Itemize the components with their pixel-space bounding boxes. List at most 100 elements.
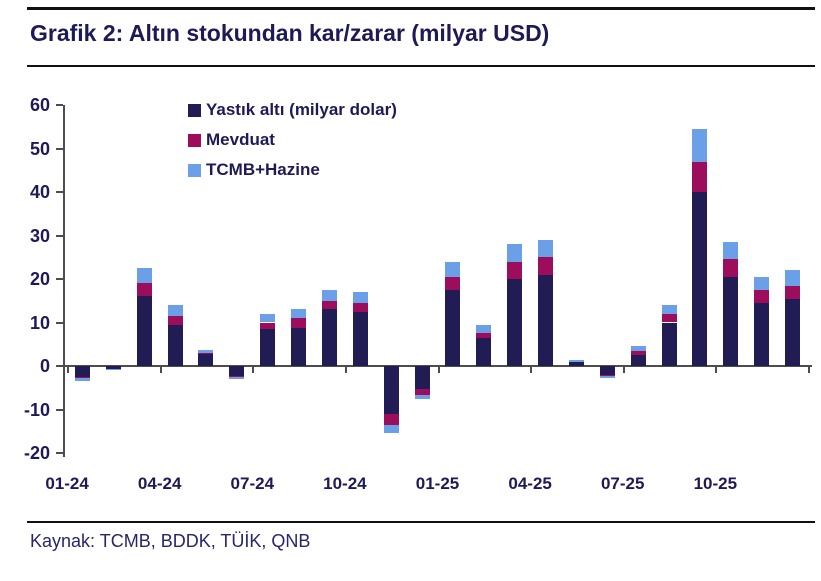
bar-segment-tcmb-hazine	[75, 378, 90, 382]
y-axis-tick	[56, 191, 63, 193]
bar-segment-mevduat	[291, 318, 307, 329]
bar-segment-yastik-alti	[754, 302, 770, 366]
bar-segment-tcmb-hazine	[599, 375, 615, 379]
bar-segment-mevduat	[476, 333, 492, 338]
bar-segment-mevduat	[383, 413, 399, 425]
y-axis-line	[63, 105, 65, 457]
x-axis-tick	[715, 367, 718, 373]
y-axis-tick	[56, 408, 63, 411]
y-axis-label: 50	[29, 138, 50, 159]
bar-segment-yastik-alti	[476, 337, 492, 366]
bar-segment-mevduat	[229, 376, 245, 377]
y-axis-label: 30	[29, 225, 50, 246]
legend-label: Mevduat	[206, 130, 275, 149]
bar-segment-tcmb-hazine	[754, 276, 770, 290]
x-axis-label: 04-24	[137, 474, 182, 493]
y-axis-label: -20	[23, 443, 50, 463]
top-rule	[27, 7, 815, 10]
bar-segment-tcmb-hazine	[661, 305, 677, 314]
bar-segment-mevduat	[599, 374, 615, 376]
bar-segment-mevduat	[630, 350, 646, 356]
x-axis-label: 04-25	[508, 474, 552, 493]
x-axis-tick	[67, 367, 70, 373]
bar-segment-mevduat	[352, 302, 368, 312]
bar-segment-tcmb-hazine	[167, 305, 183, 316]
bar-segment-tcmb-hazine	[414, 394, 430, 399]
bar-segment-yastik-alti	[507, 279, 523, 366]
x-axis-label: 01-25	[415, 474, 460, 493]
bar-segment-tcmb-hazine	[105, 369, 121, 371]
x-axis-tick	[807, 367, 810, 373]
x-axis-tick	[252, 367, 255, 373]
bar-segment-tcmb-hazine	[630, 346, 646, 351]
bar-segment-mevduat	[414, 389, 430, 395]
x-axis-line	[63, 365, 812, 367]
y-axis-label: 10	[29, 312, 50, 333]
bar-segment-tcmb-hazine	[692, 128, 708, 162]
bar-segment-mevduat	[445, 276, 461, 290]
bar-segment-yastik-alti	[321, 309, 337, 366]
bar-segment-tcmb-hazine	[507, 244, 523, 262]
bar-segment-tcmb-hazine	[321, 289, 337, 301]
bar-segment-mevduat	[785, 285, 800, 299]
bar-segment-yastik-alti	[568, 361, 584, 366]
chart-legend: Yastık altı (milyar dolar) Mevduat TCMB+…	[188, 95, 397, 185]
bar-segment-tcmb-hazine	[136, 268, 152, 284]
y-axis-label: 60	[29, 95, 50, 115]
bar-segment-mevduat	[198, 352, 214, 354]
bar-segment-yastik-alti	[229, 366, 245, 376]
bar-segment-tcmb-hazine	[260, 313, 276, 323]
bar-segment-mevduat	[538, 257, 554, 275]
bar-segment-yastik-alti	[75, 366, 90, 377]
bar-segment-yastik-alti	[291, 328, 307, 366]
bar-segment-tcmb-hazine	[476, 324, 492, 334]
bar-segment-tcmb-hazine	[723, 242, 739, 260]
bar-segment-yastik-alti	[661, 322, 677, 366]
bar-segment-mevduat	[661, 313, 677, 323]
bar-segment-mevduat	[507, 261, 523, 279]
legend-item-tcmb-hazine: TCMB+Hazine	[188, 155, 397, 185]
bar-segment-yastik-alti	[260, 329, 276, 366]
x-axis-tick	[344, 367, 347, 373]
y-axis-tick	[56, 147, 63, 150]
bar-segment-yastik-alti	[785, 298, 800, 366]
bar-segment-tcmb-hazine	[568, 359, 584, 362]
y-axis-tick	[56, 278, 63, 280]
y-axis-tick	[56, 321, 63, 324]
bar-segment-tcmb-hazine	[445, 261, 461, 277]
bar-segment-yastik-alti	[383, 366, 399, 414]
bar-segment-mevduat	[167, 315, 183, 325]
bar-segment-tcmb-hazine	[785, 270, 800, 286]
bar-segment-mevduat	[723, 259, 739, 277]
y-axis-tick	[56, 234, 63, 237]
bar-segment-yastik-alti	[445, 289, 461, 366]
x-axis-label: 01-24	[45, 474, 89, 493]
legend-swatch-lightblue	[188, 163, 201, 177]
title-underline-rule	[27, 65, 815, 67]
bar-segment-mevduat	[136, 283, 152, 297]
bar-segment-tcmb-hazine	[538, 239, 554, 258]
bar-segment-yastik-alti	[414, 366, 430, 390]
footer-rule	[27, 521, 815, 523]
bar-segment-tcmb-hazine	[291, 309, 307, 319]
bar-segment-mevduat	[754, 289, 770, 303]
legend-label: Yastık altı (milyar dolar)	[206, 100, 397, 119]
y-axis-label: 40	[29, 182, 50, 202]
bar-segment-yastik-alti	[105, 366, 121, 370]
bar-segment-yastik-alti	[352, 311, 368, 366]
legend-item-mevduat: Mevduat	[188, 125, 397, 155]
x-axis-label: 10-25	[693, 474, 738, 493]
x-axis-label: 07-24	[230, 474, 275, 493]
source-note: Kaynak: TCMB, BDDK, TÜİK, QNB	[30, 531, 311, 551]
y-axis-label: -10	[23, 399, 50, 420]
x-axis-tick	[159, 367, 162, 373]
page-title: Grafik 2: Altın stokundan kar/zarar (mil…	[30, 20, 550, 46]
bar-segment-yastik-alti	[692, 192, 708, 366]
x-axis-label: 10-24	[323, 474, 367, 493]
bar-segment-yastik-alti	[599, 366, 615, 375]
legend-swatch-navy	[188, 103, 201, 117]
bar-segment-tcmb-hazine	[229, 376, 245, 380]
bar-segment-yastik-alti	[723, 276, 739, 366]
